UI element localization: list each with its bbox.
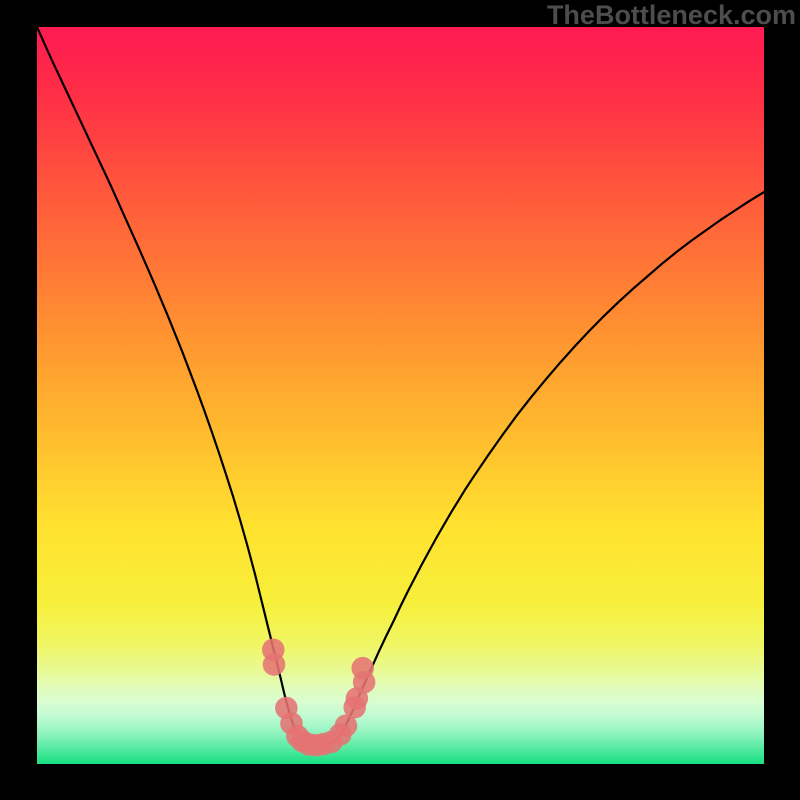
- figure-root: TheBottleneck.com: [0, 0, 800, 800]
- data-marker: [263, 653, 286, 676]
- data-marker: [351, 657, 374, 680]
- watermark-text: TheBottleneck.com: [547, 0, 796, 31]
- markers-layer: [0, 0, 800, 800]
